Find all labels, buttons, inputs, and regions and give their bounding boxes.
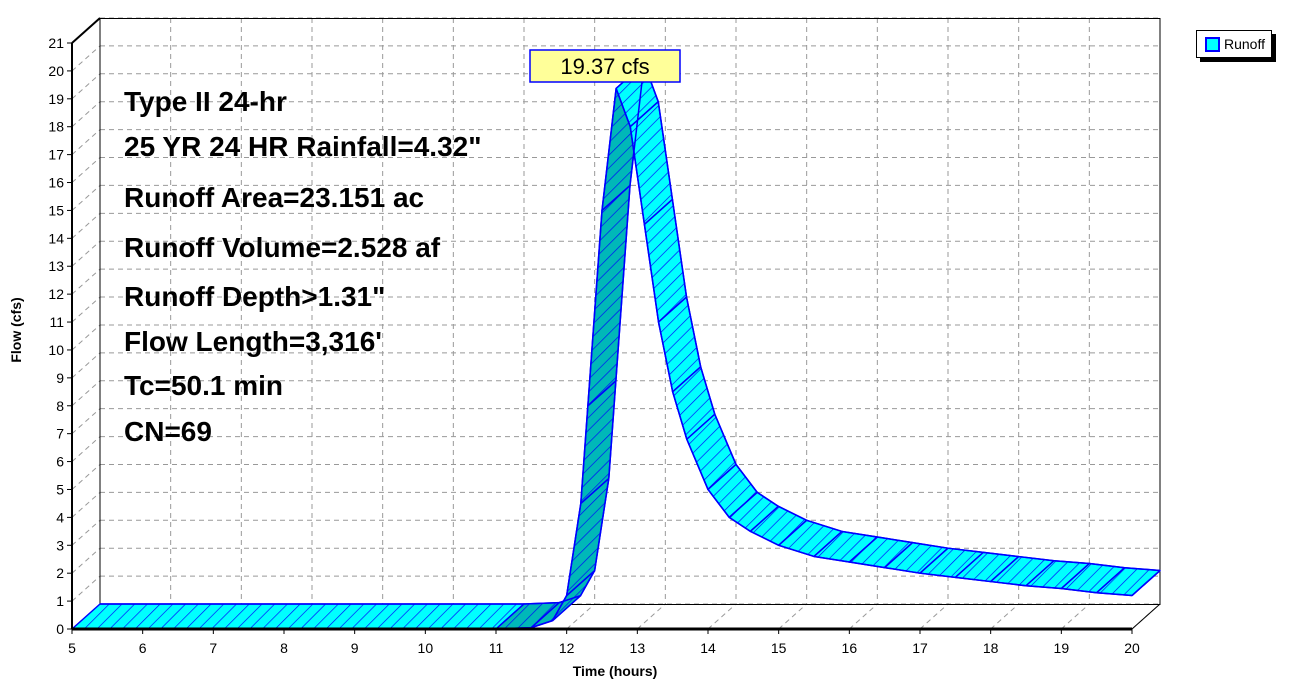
annotation-runoff-area: Runoff Area=23.151 ac <box>124 182 425 213</box>
x-tick-label: 16 <box>842 640 858 656</box>
grid-line-floor <box>637 603 666 630</box>
x-tick-label: 12 <box>559 640 575 656</box>
axes: 5 6 7 8 9 10 11 12 13 14 15 16 17 18 19 200123456789101… <box>48 35 1140 656</box>
x-axis-title: Time (hours) <box>573 663 658 679</box>
annotation-cn: CN=69 <box>124 416 212 447</box>
y-tick-label: 8 <box>56 398 64 414</box>
legend-label-runoff: Runoff <box>1224 36 1265 52</box>
back-wall <box>99 18 1161 605</box>
peak-label-box <box>529 49 681 83</box>
grid-line-side <box>71 240 101 267</box>
grid-line-floor <box>849 603 878 630</box>
y-tick-label: 15 <box>48 202 64 218</box>
y-tick-label: 12 <box>48 286 64 302</box>
x-tick-label: 18 <box>983 640 999 656</box>
grid-line-side <box>71 436 101 462</box>
grid-line-side <box>71 296 101 323</box>
plot-frame <box>71 17 1161 630</box>
y-tick-label: 16 <box>48 175 64 191</box>
side-edge-top <box>71 17 101 44</box>
x-tick-label: 8 <box>280 640 288 656</box>
series-runoff <box>71 62 1161 630</box>
y-tick-label: 5 <box>56 481 64 497</box>
y-tick-label: 7 <box>56 426 64 442</box>
x-tick-label: 7 <box>209 640 217 656</box>
grid-line-floor <box>990 603 1019 630</box>
x-tick-label: 19 <box>1054 640 1070 656</box>
runoff-back-outline <box>100 63 1161 605</box>
grid-line-floor <box>707 603 737 630</box>
grid-line-side <box>71 575 101 602</box>
annotation-rainfall: 25 YR 24 HR Rainfall=4.32" <box>124 131 482 162</box>
runoff-front-outline <box>72 88 1133 630</box>
legend-swatch-runoff <box>1205 36 1220 52</box>
y-tick-label: 13 <box>48 258 64 274</box>
y-tick-label: 2 <box>56 565 64 581</box>
grid-line-side <box>71 547 101 574</box>
annotation-runoff-volume: Runoff Volume=2.528 af <box>124 232 441 263</box>
grid-line-side <box>71 129 101 155</box>
grid-line-side <box>71 101 101 128</box>
y-tick-label: 4 <box>56 509 64 525</box>
annotation-runoff-depth: Runoff Depth>1.31" <box>124 281 386 312</box>
x-tick-label: 15 <box>771 640 787 656</box>
y-tick-label: 17 <box>48 147 64 163</box>
y-tick-label: 3 <box>56 537 64 553</box>
x-tick-label: 14 <box>700 640 716 656</box>
grid-line-side <box>71 492 101 518</box>
grid-line-side <box>71 352 101 379</box>
y-tick-label: 6 <box>56 454 64 470</box>
runoff-ribbon-segment <box>71 603 525 630</box>
x-tick-label: 6 <box>139 640 147 656</box>
y-tick-label: 20 <box>48 63 64 79</box>
x-tick-label: 11 <box>489 640 504 656</box>
x-tick-label: 5 <box>68 640 76 656</box>
grid-line-side <box>71 464 101 490</box>
grid-line-side <box>71 408 101 435</box>
y-tick-label: 0 <box>56 621 64 637</box>
grid-line-side <box>71 519 101 546</box>
grid-line-side <box>71 45 101 72</box>
y-tick-label: 21 <box>48 35 64 51</box>
y-tick-label: 1 <box>56 593 64 609</box>
peak-label: 19.37 cfs <box>529 49 681 83</box>
x-tick-label: 10 <box>418 640 434 656</box>
x-tick-label: 20 <box>1124 640 1140 656</box>
x-tick-label: 13 <box>630 640 646 656</box>
legend: Runoff <box>1196 30 1272 58</box>
runoff-end-edge <box>1131 569 1161 597</box>
peak-label-text: 19.37 cfs <box>560 54 649 79</box>
y-axis-title: Flow (cfs) <box>8 297 24 362</box>
grid <box>71 17 1161 630</box>
grid-line-side <box>71 185 101 211</box>
y-tick-label: 10 <box>48 342 64 358</box>
runoff-ribbon-segment <box>580 380 617 505</box>
annotation-flow-length: Flow Length=3,316' <box>124 326 382 357</box>
x-tick-label: 17 <box>912 640 928 656</box>
grid-line-side <box>71 324 101 351</box>
annotation-tc: Tc=50.1 min <box>124 370 284 401</box>
grid-line-side <box>71 212 101 239</box>
x-tick-label: 9 <box>351 640 359 656</box>
grid-line-floor <box>1061 603 1090 630</box>
grid-line-side <box>71 380 101 407</box>
grid-line-side <box>71 268 101 295</box>
grid-line-floor <box>566 603 595 630</box>
annotation-storm-type: Type II 24-hr <box>124 86 287 117</box>
floor-edge-right <box>1131 603 1161 630</box>
y-tick-label: 11 <box>49 314 64 330</box>
grid-line-floor <box>778 603 807 630</box>
y-tick-label: 18 <box>48 119 64 135</box>
grid-line-floor <box>919 603 949 630</box>
grid-line-side <box>71 157 101 183</box>
y-tick-label: 14 <box>48 230 64 246</box>
y-tick-label: 9 <box>56 370 64 386</box>
grid-line-side <box>71 73 101 100</box>
y-tick-label: 19 <box>48 91 64 107</box>
